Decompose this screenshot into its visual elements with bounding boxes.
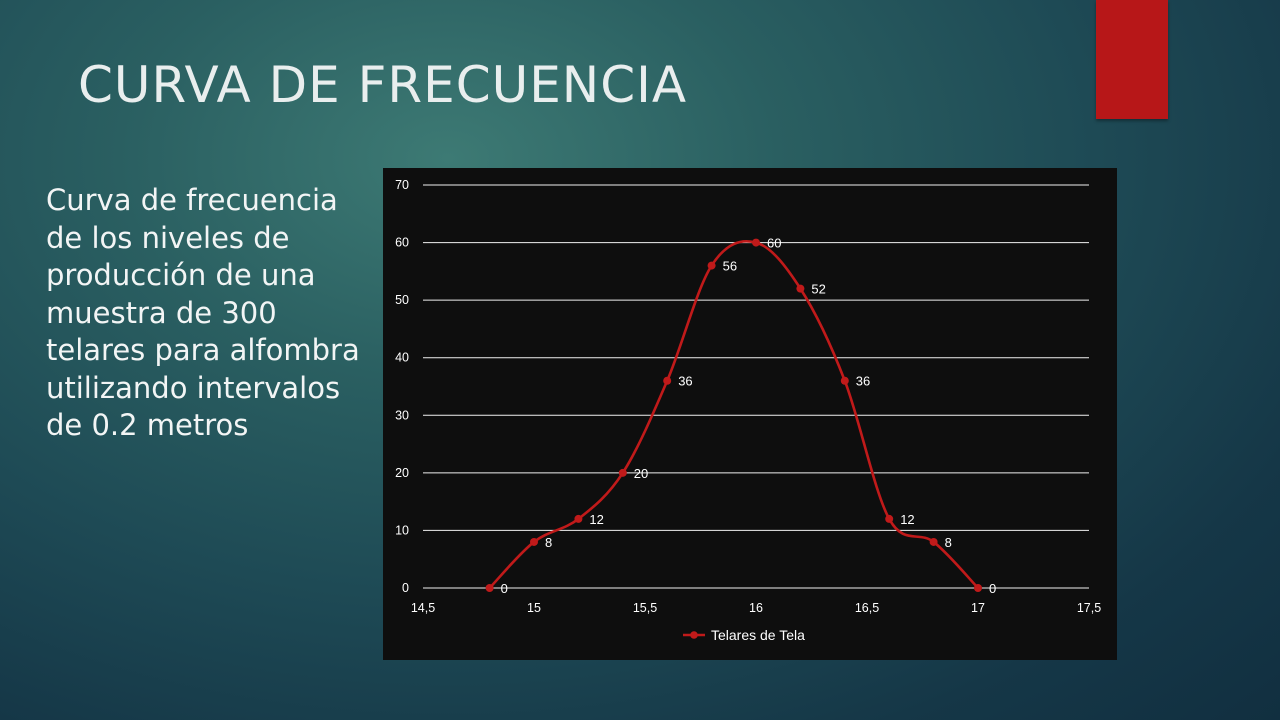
data-point-marker: [796, 284, 805, 293]
data-label: 56: [723, 259, 737, 274]
slide-title: CURVA DE FRECUENCIA: [78, 56, 688, 114]
frequency-curve-chart: 0 10 20 30 40 50 60 70 14,5 15 15,5 16 16,5 17 17,5 0 8…: [395, 178, 1101, 643]
series-line: [488, 240, 979, 589]
data-point-marker: [485, 584, 494, 592]
legend-label: Telares de Tela: [711, 627, 805, 643]
y-tick-label: 70: [395, 178, 409, 192]
legend-marker-swatch: [690, 631, 698, 639]
data-label: 36: [856, 374, 870, 389]
x-tick-label: 14,5: [411, 601, 435, 615]
data-point-marker: [530, 537, 538, 546]
data-label: 60: [767, 236, 781, 251]
x-tick-label: 16: [749, 601, 763, 615]
chart-panel: 0 10 20 30 40 50 60 70 14,5 15 15,5 16 16,5 17 17,5 0 8…: [383, 168, 1117, 660]
data-point-marker: [574, 514, 583, 523]
data-point-marker: [707, 261, 716, 270]
data-label: 8: [545, 535, 552, 550]
x-tick-label: 16,5: [855, 601, 879, 615]
x-tick-label: 15: [527, 601, 541, 615]
y-tick-label: 40: [395, 351, 409, 365]
y-tick-label: 10: [395, 523, 409, 537]
data-point-marker: [929, 537, 938, 546]
data-label: 12: [900, 512, 914, 527]
data-point-marker: [752, 238, 760, 247]
data-point-marker: [840, 376, 849, 385]
x-tick-label: 15,5: [633, 601, 657, 615]
y-tick-label: 30: [395, 408, 409, 422]
data-point-marker: [974, 584, 982, 592]
data-point-marker: [663, 376, 672, 385]
data-label: 0: [501, 581, 508, 596]
slide-body-text: Curva de frecuencia de los niveles de pr…: [46, 183, 360, 442]
data-point-marker: [885, 514, 894, 523]
x-tick-label: 17: [971, 601, 985, 615]
data-label: 20: [634, 466, 648, 481]
y-tick-label: 60: [395, 236, 409, 250]
y-tick-label: 0: [402, 581, 409, 595]
data-label: 36: [678, 374, 692, 389]
y-tick-label: 50: [395, 293, 409, 307]
y-tick-label: 20: [395, 466, 409, 480]
data-label: 0: [989, 581, 996, 596]
data-point-marker: [618, 468, 627, 477]
data-label: 12: [589, 512, 603, 527]
x-tick-label: 17,5: [1077, 601, 1101, 615]
data-label: 8: [945, 535, 952, 550]
data-label: 52: [811, 282, 825, 297]
accent-bar: [1096, 0, 1168, 119]
